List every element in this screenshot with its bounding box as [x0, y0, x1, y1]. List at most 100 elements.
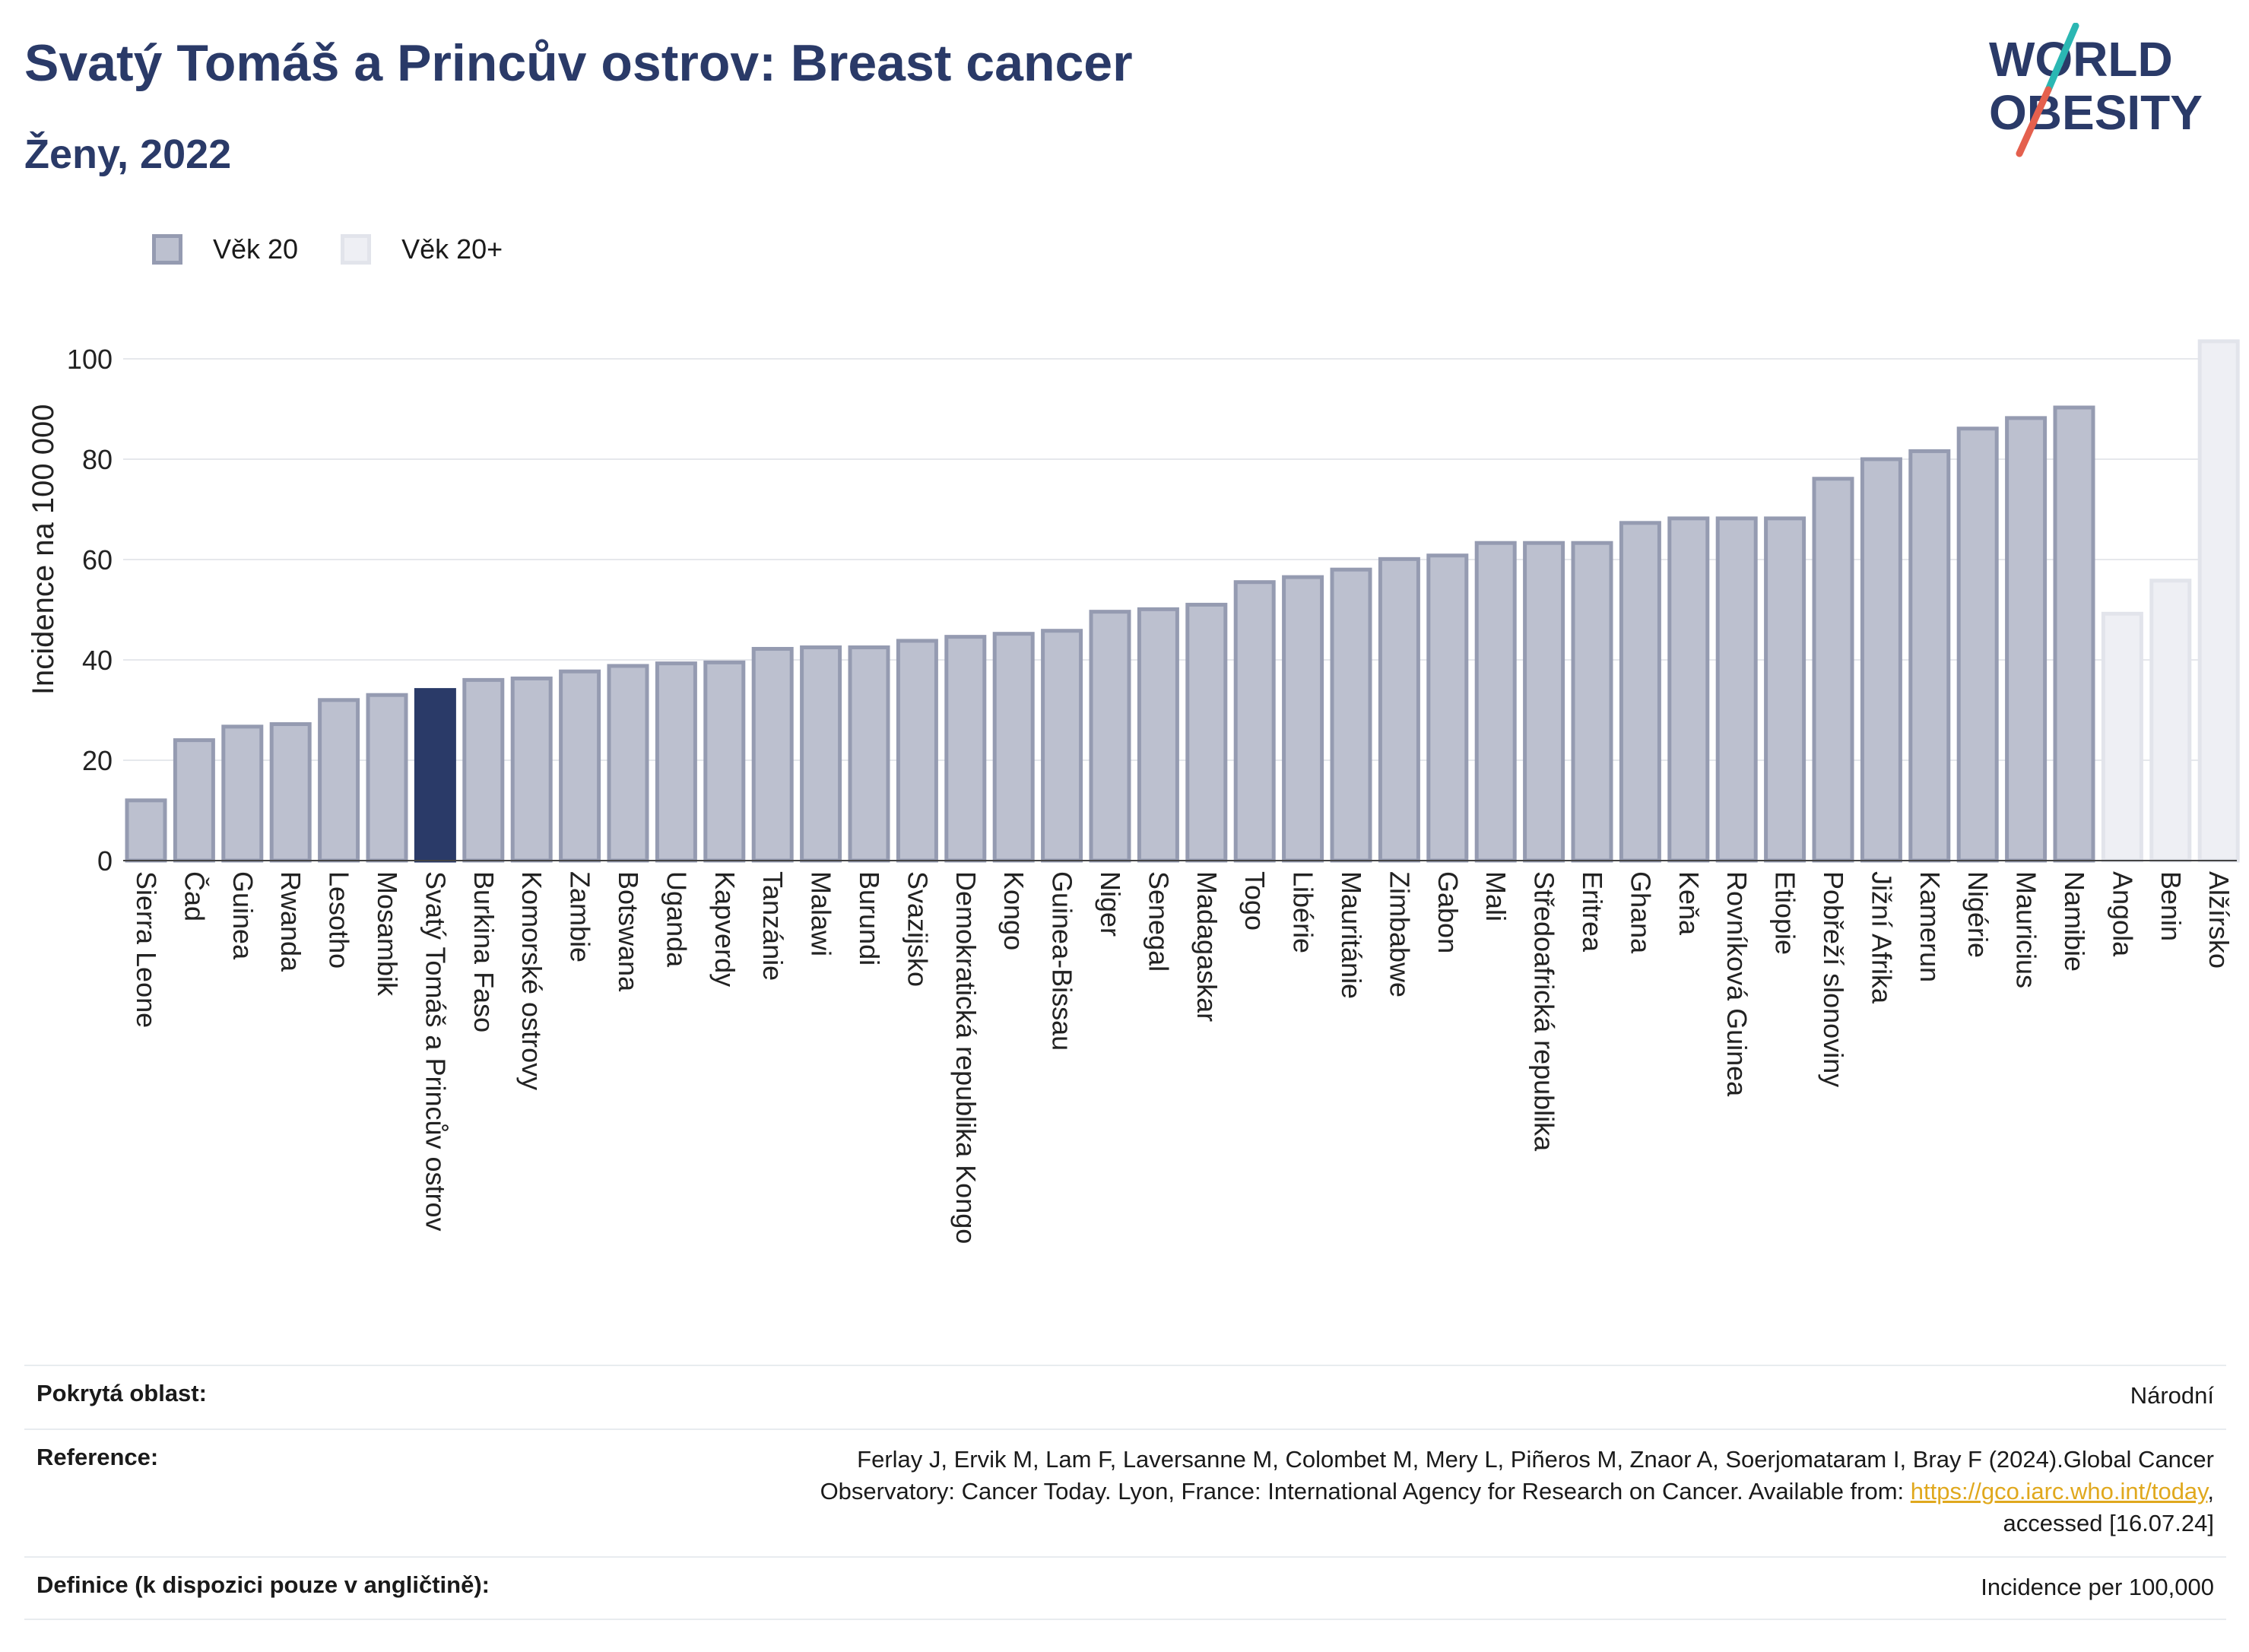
bar	[896, 639, 938, 863]
bar	[607, 664, 649, 863]
x-tick-label: Mauritánie	[1336, 871, 1367, 999]
y-tick-label: 20	[82, 745, 113, 776]
x-tick-label: Libérie	[1288, 871, 1319, 953]
reference-line2: Observatory: Cancer Today. Lyon, France:…	[820, 1476, 2214, 1508]
legend-label-vek-20-plus: Věk 20+	[401, 233, 503, 265]
x-tick-label: Togo	[1239, 871, 1270, 931]
x-tick-label: Gabon	[1432, 871, 1464, 953]
x-tick-label: Burundi	[854, 871, 885, 966]
x-tick-label: Lesotho	[324, 871, 355, 969]
logo-line1: WORLD	[1989, 32, 2173, 87]
bar	[1474, 541, 1517, 863]
y-tick-label: 80	[82, 444, 113, 475]
y-tick-label: 0	[97, 845, 113, 877]
x-tick-label: Tanzánie	[757, 871, 788, 981]
bar	[655, 661, 697, 863]
x-tick-label: Namibie	[2059, 871, 2090, 972]
reference-line2-prefix: Observatory: Cancer Today. Lyon, France:…	[820, 1478, 1911, 1505]
bar	[1233, 580, 1276, 863]
chart-legend: Věk 20 Věk 20+	[152, 228, 545, 271]
x-tick-label: Mauricius	[2011, 871, 2042, 988]
x-tick-label: Středoafrická republika	[1529, 871, 1560, 1152]
bar	[559, 669, 601, 863]
reference-line3: accessed [16.07.24]	[2003, 1510, 2214, 1536]
bar	[1137, 607, 1179, 863]
chart-title: Svatý Tomáš a Princův ostrov: Breast can…	[24, 34, 1133, 92]
legend-swatch-vek-20-plus	[341, 234, 372, 265]
x-tick-label: Kongo	[998, 871, 1029, 950]
legend-item-vek-20[interactable]: Věk 20	[152, 233, 298, 265]
x-tick-label: Eritrea	[1577, 871, 1608, 953]
coverage-row: Pokrytá oblast: Národní	[24, 1380, 2226, 1413]
bar	[1426, 553, 1469, 863]
bar	[1523, 541, 1565, 863]
x-tick-label: Kamerun	[1914, 871, 1946, 982]
legend-item-vek-20-plus[interactable]: Věk 20+	[341, 233, 503, 265]
bar	[944, 635, 987, 863]
coverage-label: Pokrytá oblast:	[36, 1380, 207, 1406]
x-tick-label: Zimbabwe	[1384, 871, 1415, 997]
world-obesity-logo: WORLD OBESITY	[1989, 23, 2203, 157]
bar	[1282, 575, 1324, 863]
y-tick-label: 100	[67, 344, 113, 375]
bar	[1619, 521, 1661, 863]
x-tick-label: Burkina Faso	[468, 871, 500, 1032]
coverage-value: Národní	[2130, 1382, 2214, 1409]
reference-label: Reference:	[36, 1444, 159, 1470]
bar	[2053, 405, 2095, 863]
bar	[2005, 416, 2048, 863]
bar	[269, 721, 312, 863]
x-tick-label: Keňa	[1673, 871, 1705, 936]
x-tick-label: Uganda	[661, 871, 692, 968]
bar	[1330, 567, 1372, 863]
x-tick-label: Benin	[2155, 871, 2187, 941]
bar	[1089, 610, 1131, 863]
x-tick-label: Guinea-Bissau	[1047, 871, 1078, 1051]
bar	[800, 645, 842, 863]
x-tick-label: Angola	[2107, 871, 2138, 957]
bar	[414, 688, 456, 863]
bar	[1908, 449, 1951, 863]
bar	[751, 646, 794, 863]
bar	[1956, 426, 1999, 863]
chart-subtitle: Ženy, 2022	[24, 132, 232, 177]
y-tick-label: 40	[82, 645, 113, 676]
x-tick-label: Rovníková Guinea	[1721, 871, 1753, 1097]
x-tick-label: Etiopie	[1770, 871, 1801, 955]
bar	[2197, 339, 2240, 863]
bar	[366, 693, 408, 863]
legend-label-vek-20: Věk 20	[213, 233, 299, 265]
metadata-table: Pokrytá oblast: Národní Reference: Ferla…	[24, 1365, 2226, 1623]
x-tick-label: Kapverdy	[709, 871, 741, 987]
reference-row: Reference: Ferlay J, Ervik M, Lam F, Lav…	[24, 1444, 2226, 1550]
x-tick-label: Sierra Leone	[131, 871, 162, 1028]
x-tick-label: Jižní Afrika	[1866, 871, 1897, 1004]
bar	[848, 645, 890, 863]
bar	[510, 676, 553, 863]
reference-value: Ferlay J, Ervik M, Lam F, Laversanne M, …	[820, 1444, 2214, 1539]
x-tick-label: Niger	[1095, 871, 1126, 937]
bar	[1764, 516, 1806, 863]
bar	[125, 798, 167, 863]
x-tick-label: Čad	[179, 871, 210, 921]
bar	[462, 677, 505, 863]
definition-label: Definice (k dispozici pouze v angličtině…	[36, 1571, 490, 1598]
y-tick-label: 60	[82, 544, 113, 576]
x-tick-label: Alžírsko	[2203, 871, 2235, 969]
x-tick-label: Rwanda	[275, 871, 306, 972]
x-tick-label: Pobřeží slonoviny	[1818, 871, 1849, 1087]
bar	[173, 738, 215, 863]
x-tick-label: Svazijsko	[902, 871, 933, 987]
x-tick-label: Demokratická republika Kongo	[950, 871, 982, 1244]
y-axis-title: Incidence na 100 000	[27, 404, 60, 696]
bar	[1378, 556, 1420, 863]
x-tick-label: Nigérie	[1962, 871, 1994, 958]
reference-link[interactable]: https://gco.iarc.who.int/today	[1910, 1478, 2208, 1505]
legend-swatch-vek-20	[152, 234, 182, 265]
x-tick-label: Botswana	[613, 871, 644, 992]
bar	[2101, 611, 2143, 863]
bar	[1667, 516, 1710, 863]
x-tick-label: Svatý Tomáš a Princův ostrov	[420, 871, 451, 1232]
x-tick-label: Mali	[1480, 871, 1511, 921]
